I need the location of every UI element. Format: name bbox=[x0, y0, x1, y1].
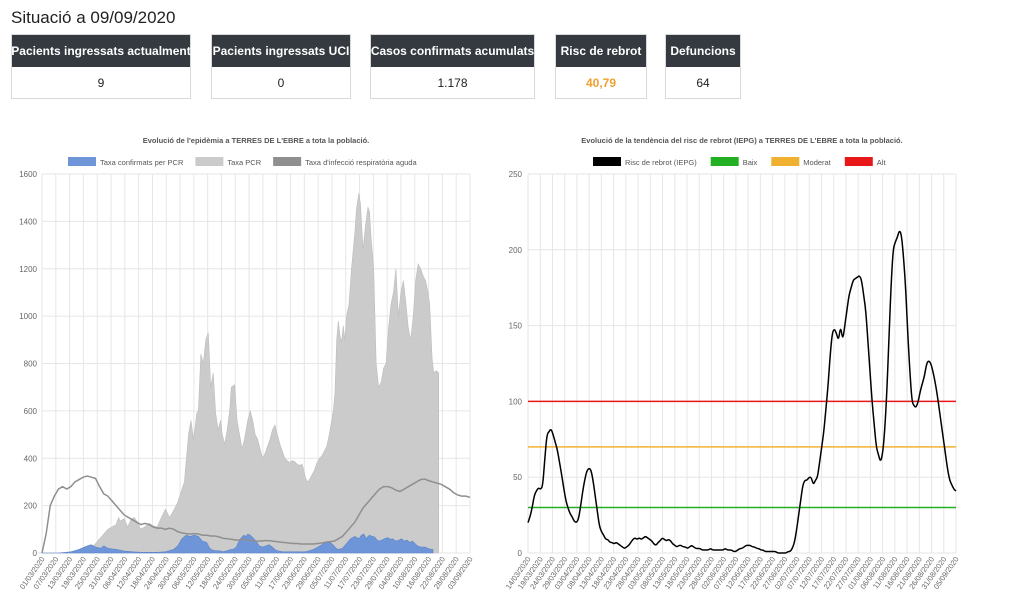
y-tick-label: 0 bbox=[518, 549, 523, 558]
legend-label: Taxa d'infecció respiratòria aguda bbox=[305, 158, 417, 167]
card-value: 9 bbox=[97, 75, 105, 90]
legend-label: Taxa PCR bbox=[227, 158, 261, 167]
y-tick-label: 150 bbox=[509, 322, 523, 331]
legend-swatch bbox=[273, 157, 302, 166]
card-label: Defuncions bbox=[666, 35, 740, 67]
legend-swatch bbox=[593, 157, 621, 166]
y-tick-label: 800 bbox=[24, 360, 38, 369]
y-tick-label: 600 bbox=[24, 407, 38, 416]
card-value: 64 bbox=[696, 75, 710, 90]
chart-title: Evolució de l'epidèmia a TERRES DE L'EBR… bbox=[143, 136, 370, 145]
y-tick-label: 200 bbox=[24, 502, 38, 511]
card-pacients-uci: Pacients ingressats UCI 0 bbox=[211, 34, 351, 99]
page-title: Situació a 09/09/2020 bbox=[11, 8, 176, 27]
y-tick-label: 0 bbox=[33, 549, 38, 558]
legend-label: Risc de rebrot (IEPG) bbox=[625, 158, 697, 167]
risk-trend-chart: Evolució de la tendència del risc de reb… bbox=[504, 136, 961, 591]
y-tick-label: 400 bbox=[24, 454, 38, 463]
epidemic-evolution-chart: Evolució de l'epidèmia a TERRES DE L'EBR… bbox=[18, 136, 475, 591]
chart-title: Evolució de la tendència del risc de reb… bbox=[581, 136, 902, 145]
card-defuncions: Defuncions 64 bbox=[665, 34, 741, 99]
legend-label: Baix bbox=[743, 158, 758, 167]
series-taxa-ira bbox=[41, 475, 471, 554]
y-tick-label: 200 bbox=[509, 246, 523, 255]
legend-swatch bbox=[844, 157, 873, 166]
y-tick-label: 50 bbox=[513, 473, 522, 482]
y-tick-label: 1400 bbox=[19, 217, 37, 226]
legend-label: Alt bbox=[877, 158, 887, 167]
card-label: Casos confirmats acumulats bbox=[371, 35, 534, 67]
card-value: 1.178 bbox=[437, 75, 468, 90]
legend-swatch bbox=[195, 157, 224, 166]
card-label: Pacients ingressats UCI bbox=[212, 35, 350, 67]
y-tick-label: 250 bbox=[509, 170, 523, 179]
legend-label: Moderat bbox=[803, 158, 831, 167]
card-pacients-ingressats: Pacients ingressats actualment 9 bbox=[11, 34, 191, 99]
legend-swatch bbox=[68, 157, 96, 166]
series-taxa-confirmats bbox=[42, 533, 434, 554]
y-tick-label: 1000 bbox=[19, 312, 37, 321]
card-risc-rebrot: Risc de rebrot 40,79 bbox=[555, 34, 647, 99]
card-label: Pacients ingressats actualment bbox=[11, 35, 191, 67]
y-tick-label: 1200 bbox=[19, 265, 37, 274]
y-tick-label: 100 bbox=[509, 397, 523, 406]
legend-label: Taxa confirmats per PCR bbox=[100, 158, 184, 167]
series-risc-rebrot bbox=[527, 230, 957, 554]
card-value: 0 bbox=[277, 75, 285, 90]
series-taxa-pcr bbox=[37, 192, 440, 554]
legend-swatch bbox=[710, 157, 739, 166]
legend-swatch bbox=[771, 157, 800, 166]
card-casos-confirmats: Casos confirmats acumulats 1.178 bbox=[370, 34, 535, 99]
y-tick-label: 1600 bbox=[19, 170, 37, 179]
card-label: Risc de rebrot bbox=[556, 35, 646, 67]
card-value: 40,79 bbox=[585, 75, 617, 90]
